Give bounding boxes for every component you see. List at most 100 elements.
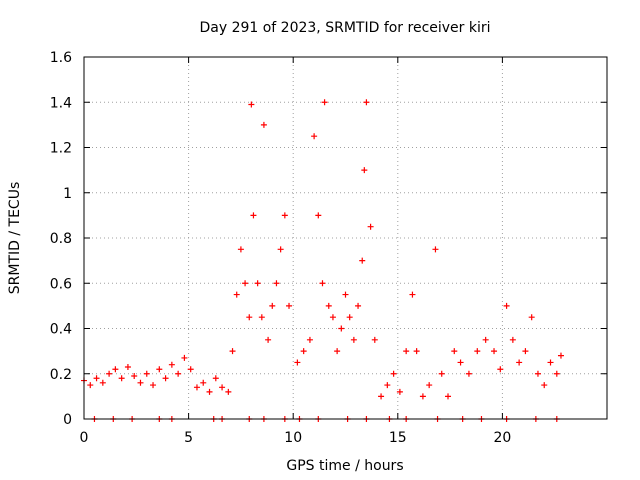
data-point bbox=[99, 379, 106, 386]
data-point bbox=[432, 246, 439, 253]
data-point bbox=[342, 291, 349, 298]
data-point bbox=[286, 302, 293, 309]
data-point bbox=[497, 366, 504, 373]
data-point bbox=[426, 382, 433, 389]
data-point bbox=[294, 359, 301, 366]
ticks: 0 0.2 0.4 0.6 0.8 1 1.2 1.4 1.6 0 5 10 15 20 bbox=[50, 50, 607, 446]
data-point bbox=[87, 382, 94, 389]
data-point bbox=[206, 388, 213, 395]
data-point bbox=[118, 375, 125, 382]
data-point bbox=[131, 373, 138, 380]
data-point bbox=[281, 212, 288, 219]
data-point bbox=[465, 370, 472, 377]
y-tick-label: 0.6 bbox=[50, 276, 72, 292]
data-point bbox=[409, 291, 416, 298]
data-point bbox=[528, 314, 535, 321]
data-point bbox=[219, 384, 226, 391]
x-tick-label: 20 bbox=[493, 430, 511, 446]
data-point bbox=[319, 280, 326, 287]
data-point bbox=[150, 382, 157, 389]
data-point bbox=[553, 370, 560, 377]
data-point bbox=[338, 325, 345, 332]
y-tick-label: 0.2 bbox=[50, 367, 72, 383]
data-point bbox=[491, 348, 498, 355]
data-point bbox=[534, 370, 541, 377]
data-point bbox=[93, 375, 100, 382]
y-tick-label: 1.2 bbox=[50, 141, 72, 157]
data-point bbox=[193, 384, 200, 391]
data-point bbox=[168, 361, 175, 368]
data-point bbox=[181, 354, 188, 361]
data-point bbox=[438, 370, 445, 377]
data-point bbox=[350, 336, 357, 343]
x-tick-label: 0 bbox=[80, 430, 89, 446]
data-point bbox=[269, 302, 276, 309]
data-point bbox=[474, 348, 481, 355]
data-point bbox=[321, 99, 328, 106]
data-point bbox=[413, 348, 420, 355]
data-point bbox=[254, 280, 261, 287]
data-point bbox=[371, 336, 378, 343]
data-point bbox=[384, 382, 391, 389]
grid bbox=[84, 57, 607, 419]
data-point bbox=[233, 291, 240, 298]
data-point bbox=[522, 348, 529, 355]
data-point bbox=[273, 280, 280, 287]
y-tick-label: 0.8 bbox=[50, 231, 72, 247]
data-point bbox=[503, 302, 510, 309]
y-tick-label: 1.6 bbox=[50, 50, 72, 66]
data-point bbox=[250, 212, 257, 219]
data-point bbox=[445, 393, 452, 400]
data-point bbox=[237, 246, 244, 253]
data-point bbox=[516, 359, 523, 366]
data-point bbox=[346, 314, 353, 321]
data-point bbox=[242, 280, 249, 287]
data-point bbox=[378, 393, 385, 400]
data-point bbox=[229, 348, 236, 355]
y-tick-label: 0 bbox=[63, 412, 72, 428]
data-point bbox=[156, 366, 163, 373]
data-point bbox=[363, 99, 370, 106]
data-point bbox=[419, 393, 426, 400]
data-point bbox=[175, 370, 182, 377]
data-point bbox=[334, 348, 341, 355]
data-point bbox=[143, 370, 150, 377]
data-point bbox=[557, 352, 564, 359]
data-point bbox=[482, 336, 489, 343]
data-point bbox=[225, 388, 232, 395]
data-point bbox=[329, 314, 336, 321]
data-point bbox=[246, 314, 253, 321]
data-point bbox=[509, 336, 516, 343]
data-point bbox=[277, 246, 284, 253]
data-point bbox=[541, 382, 548, 389]
data-point bbox=[390, 370, 397, 377]
plot-frame bbox=[83, 56, 608, 420]
y-tick-label: 0.4 bbox=[50, 322, 72, 338]
data-points bbox=[81, 99, 564, 422]
data-point bbox=[300, 348, 307, 355]
data-point bbox=[106, 370, 113, 377]
data-point bbox=[457, 359, 464, 366]
data-point bbox=[265, 336, 272, 343]
data-point bbox=[306, 336, 313, 343]
data-point bbox=[260, 121, 267, 128]
chart-title: Day 291 of 2023, SRMTID for receiver kir… bbox=[199, 20, 490, 36]
data-point bbox=[367, 223, 374, 230]
x-tick-label: 5 bbox=[184, 430, 193, 446]
data-point bbox=[451, 348, 458, 355]
data-point bbox=[187, 366, 194, 373]
data-point bbox=[547, 359, 554, 366]
data-point bbox=[315, 212, 322, 219]
y-tick-label: 1 bbox=[63, 186, 72, 202]
data-point bbox=[112, 366, 119, 373]
data-point bbox=[162, 375, 169, 382]
data-point bbox=[258, 314, 265, 321]
data-point bbox=[355, 302, 362, 309]
data-point bbox=[311, 133, 318, 140]
x-tick-label: 15 bbox=[389, 430, 407, 446]
data-point bbox=[403, 348, 410, 355]
x-tick-label: 10 bbox=[284, 430, 302, 446]
data-point bbox=[212, 375, 219, 382]
y-tick-label: 1.4 bbox=[50, 95, 72, 111]
